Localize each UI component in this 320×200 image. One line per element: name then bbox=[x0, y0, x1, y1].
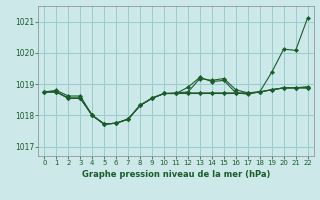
X-axis label: Graphe pression niveau de la mer (hPa): Graphe pression niveau de la mer (hPa) bbox=[82, 170, 270, 179]
